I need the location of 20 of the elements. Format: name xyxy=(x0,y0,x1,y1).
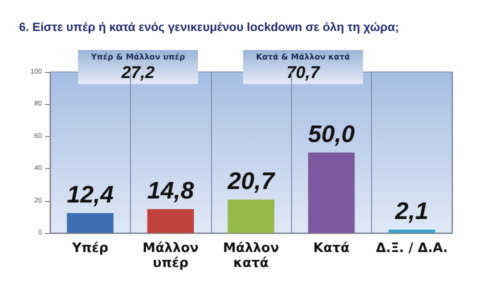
x-tick-label: Δ.Ξ. / Δ.Α. xyxy=(376,241,448,256)
data-label: 12,4 xyxy=(66,182,114,209)
x-tick-label: Μάλλον υπέρ xyxy=(142,241,199,271)
chart-title: 6. Είστε υπέρ ή κατά ενός γενικευμένου lockdown σε όλη τη χώρα; xyxy=(19,20,399,34)
bar xyxy=(308,152,355,233)
data-label: 2,1 xyxy=(394,198,428,226)
x-tick-label: Μάλλον κατά xyxy=(222,241,280,271)
annotation: 27,2 xyxy=(120,63,156,82)
x-tick-label: Κατά xyxy=(313,241,350,256)
text: Υπέρ & Μάλλον υπέρ xyxy=(90,52,186,62)
bar xyxy=(228,200,274,233)
data-label: 50,0 xyxy=(308,121,356,148)
x-tick-label: Υπέρ xyxy=(71,241,108,256)
text: Κατά & Μάλλον κατά xyxy=(256,52,350,62)
annotation: 70,7 xyxy=(286,63,322,82)
data-label: 14,8 xyxy=(147,178,195,205)
bar xyxy=(66,213,114,233)
data-label: 20,7 xyxy=(226,168,276,196)
bar xyxy=(388,230,436,233)
bar xyxy=(147,209,194,233)
